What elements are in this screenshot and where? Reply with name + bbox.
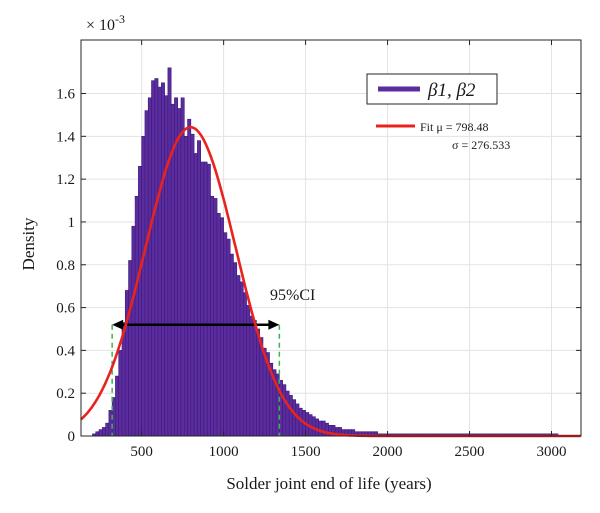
histogram-bar bbox=[115, 375, 120, 437]
y-tick-label: 0 bbox=[68, 429, 76, 445]
histogram-bar bbox=[282, 384, 287, 437]
histogram-bar bbox=[177, 108, 182, 437]
axis-ticks: 500 1000 1500 2000 2500 3000 0 0.2 0.4 0.6 0.8 1 1.2… bbox=[56, 40, 581, 460]
histogram-bar bbox=[206, 163, 211, 437]
y-tick-label: 1 bbox=[68, 215, 76, 231]
histogram-bar bbox=[174, 97, 179, 437]
ci-label: 95%CI bbox=[270, 287, 315, 304]
histogram-bar bbox=[223, 232, 228, 437]
histogram-bar bbox=[141, 136, 146, 437]
histogram-bar bbox=[233, 262, 238, 437]
histogram-bar bbox=[256, 328, 260, 437]
histogram-bar bbox=[193, 153, 198, 437]
y-axis-multiplier: × 10-3 bbox=[86, 12, 125, 34]
histogram-bar bbox=[321, 420, 326, 437]
legend: β1, β2 Fit μ = 798.48 σ = 276.533 bbox=[366, 73, 510, 152]
histogram-bar bbox=[138, 165, 142, 437]
x-tick-label: 1500 bbox=[291, 444, 321, 460]
ci-arrow-head-right bbox=[268, 319, 280, 330]
histogram-bar bbox=[164, 95, 169, 437]
histogram-bar bbox=[288, 395, 293, 437]
histogram-bar bbox=[229, 253, 234, 437]
histogram-bar bbox=[213, 198, 218, 437]
histogram-bar bbox=[102, 427, 106, 437]
x-tick-label: 2500 bbox=[455, 444, 485, 460]
confidence-interval bbox=[111, 319, 281, 436]
histogram-bar bbox=[128, 260, 133, 437]
histogram-bar bbox=[220, 217, 224, 437]
histogram-bar bbox=[295, 403, 300, 437]
y-multiplier-exponent: -3 bbox=[115, 12, 125, 26]
histogram-bar bbox=[252, 320, 257, 437]
histogram-bar bbox=[190, 133, 195, 437]
histogram-bar bbox=[242, 292, 247, 437]
histogram-bars bbox=[92, 67, 559, 437]
y-tick-label: 0.8 bbox=[56, 258, 75, 274]
legend-label-histogram: β1, β2 bbox=[427, 80, 476, 101]
histogram-bar bbox=[292, 399, 297, 437]
y-tick-label: 0.4 bbox=[56, 343, 75, 359]
histogram-bar bbox=[147, 97, 152, 437]
y-tick-label: 0.6 bbox=[56, 301, 75, 317]
x-tick-label: 500 bbox=[130, 444, 153, 460]
histogram-bar bbox=[134, 195, 139, 437]
y-axis-label: Density bbox=[19, 217, 38, 270]
histogram-bar bbox=[318, 420, 323, 437]
histogram-bar bbox=[226, 238, 231, 437]
y-tick-label: 0.2 bbox=[56, 386, 75, 402]
histogram-bar bbox=[167, 67, 172, 437]
histogram-bar bbox=[285, 390, 290, 437]
histogram-bar bbox=[210, 195, 215, 437]
histogram-bar bbox=[95, 431, 100, 437]
histogram-bar bbox=[105, 422, 110, 437]
ci-arrow-head-left bbox=[112, 319, 124, 330]
histogram-bar bbox=[118, 350, 123, 437]
histogram-bar bbox=[187, 118, 192, 437]
y-multiplier-base: × 10 bbox=[86, 17, 115, 34]
histogram-bar bbox=[157, 86, 162, 437]
histogram-bar bbox=[98, 429, 103, 437]
histogram-bar bbox=[151, 80, 156, 437]
histogram-bar bbox=[154, 78, 159, 437]
histogram-bar bbox=[236, 275, 241, 437]
histogram-bar bbox=[200, 161, 205, 437]
histogram-bar bbox=[183, 136, 188, 437]
x-tick-label: 3000 bbox=[536, 444, 566, 460]
histogram-bar bbox=[161, 82, 165, 437]
histogram-bar bbox=[108, 410, 113, 437]
histogram-bar bbox=[144, 110, 149, 437]
y-tick-label: 1.6 bbox=[56, 87, 75, 103]
histogram-bar bbox=[239, 281, 244, 437]
legend-label-sigma: σ = 276.533 bbox=[452, 138, 510, 152]
histogram-bar bbox=[203, 161, 208, 437]
plot-frame bbox=[80, 39, 582, 437]
histogram-bar bbox=[315, 418, 320, 437]
y-tick-label: 1.2 bbox=[56, 172, 75, 188]
y-tick-label: 1.4 bbox=[56, 129, 75, 145]
legend-label-fit: Fit μ = 798.48 bbox=[420, 120, 489, 134]
histogram-bar bbox=[249, 315, 254, 437]
x-axis-label: Solder joint end of life (years) bbox=[226, 474, 431, 493]
x-tick-label: 2000 bbox=[373, 444, 403, 460]
histogram-bar bbox=[131, 225, 136, 437]
x-tick-label: 1000 bbox=[209, 444, 239, 460]
histogram-bar bbox=[197, 140, 201, 437]
histogram-bar bbox=[180, 97, 185, 437]
